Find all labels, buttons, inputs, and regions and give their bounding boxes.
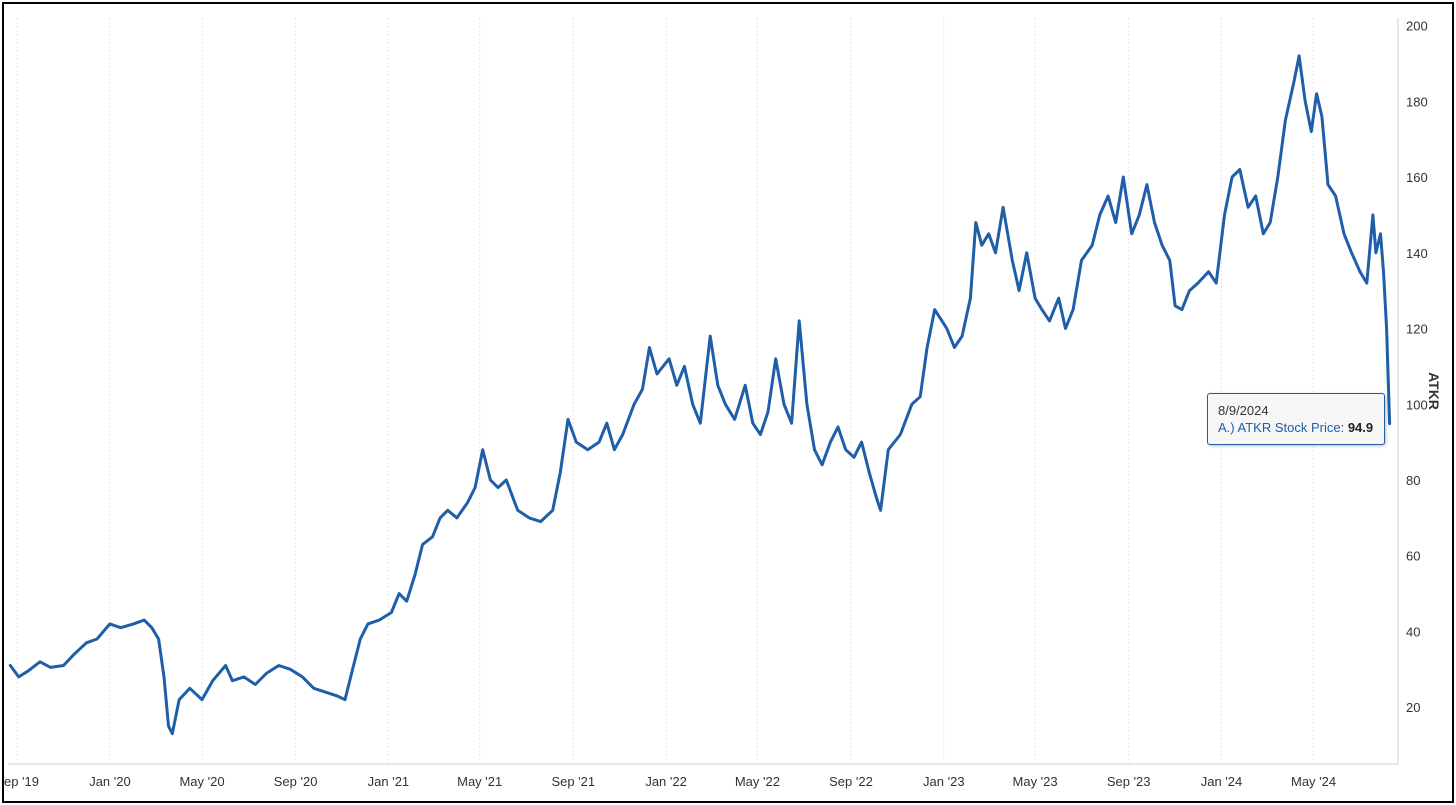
x-tick-label: May '21 bbox=[457, 774, 502, 789]
y-tick-label: 140 bbox=[1406, 246, 1428, 261]
x-tick-label: Jan '24 bbox=[1201, 774, 1243, 789]
y-tick-label: 80 bbox=[1406, 473, 1420, 488]
y-tick-label: 100 bbox=[1406, 397, 1428, 412]
y-tick-label: 180 bbox=[1406, 94, 1428, 109]
tooltip-series-label: A.) ATKR Stock Price bbox=[1218, 420, 1341, 435]
x-tick-label: Sep '22 bbox=[829, 774, 873, 789]
x-axis-ticks: Sep '19 Jan '20 May '20 Sep '20 Jan '21 May '… bbox=[4, 774, 1336, 789]
x-tick-label: Sep '19 bbox=[4, 774, 39, 789]
y-tick-label: 20 bbox=[1406, 700, 1420, 715]
x-tick-label: Jan '22 bbox=[645, 774, 687, 789]
x-tick-label: Jan '21 bbox=[368, 774, 410, 789]
x-tick-label: May '23 bbox=[1013, 774, 1058, 789]
y-tick-label: 120 bbox=[1406, 322, 1428, 337]
y-tick-label: 40 bbox=[1406, 624, 1420, 639]
y-tick-label: 160 bbox=[1406, 170, 1428, 185]
x-tick-label: May '20 bbox=[179, 774, 224, 789]
tooltip-colon: : bbox=[1340, 420, 1348, 435]
x-tick-label: May '22 bbox=[735, 774, 780, 789]
tooltip-value: 94.9 bbox=[1347, 420, 1374, 435]
x-tick-label: Sep '21 bbox=[551, 774, 595, 789]
tooltip-series-row: A.) ATKR Stock Price: 94.9 bbox=[1218, 419, 1374, 436]
series-line-atkr-stock-price bbox=[8, 54, 1392, 736]
y-axis-ticks: 20 40 60 80 100 120 140 160 180 200 bbox=[1406, 19, 1428, 716]
stock-price-chart: Sep '19 Jan '20 May '20 Sep '20 Jan '21 May '… bbox=[4, 18, 1442, 789]
y-tick-label: 60 bbox=[1406, 549, 1420, 564]
x-tick-label: Jan '23 bbox=[923, 774, 965, 789]
hover-tooltip: 8/9/2024 A.) ATKR Stock Price: 94.9 bbox=[1207, 393, 1385, 445]
tooltip-date: 8/9/2024 bbox=[1218, 403, 1269, 418]
x-tick-label: Sep '20 bbox=[274, 774, 318, 789]
y-axis-title: ATKR bbox=[1426, 372, 1442, 410]
y-tick-label: 200 bbox=[1406, 19, 1428, 34]
x-tick-label: May '24 bbox=[1291, 774, 1336, 789]
x-tick-label: Jan '20 bbox=[89, 774, 131, 789]
vertical-gridlines bbox=[16, 18, 1315, 764]
x-tick-label: Sep '23 bbox=[1107, 774, 1151, 789]
